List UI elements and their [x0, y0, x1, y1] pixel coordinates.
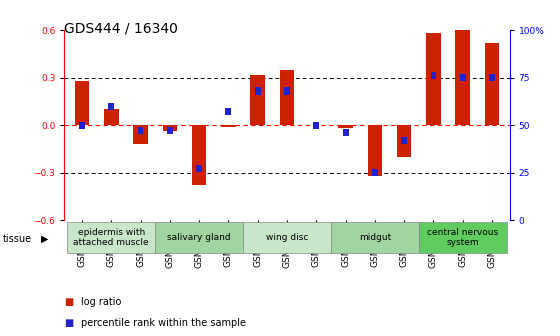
Bar: [401, 137, 407, 144]
Bar: [243, 222, 331, 253]
Text: GDS444 / 16340: GDS444 / 16340: [64, 22, 178, 36]
Bar: [108, 102, 114, 110]
Text: salivary gland: salivary gland: [167, 233, 231, 242]
Bar: [426, 33, 441, 125]
Bar: [104, 109, 119, 125]
Text: tissue: tissue: [3, 234, 32, 244]
Bar: [372, 169, 378, 176]
Text: percentile rank within the sample: percentile rank within the sample: [81, 318, 246, 328]
Bar: [367, 125, 382, 176]
Text: ■: ■: [64, 318, 74, 328]
Text: central nervous
system: central nervous system: [427, 228, 498, 247]
Bar: [331, 222, 419, 253]
Bar: [221, 125, 236, 127]
Bar: [279, 70, 295, 125]
Bar: [167, 127, 173, 134]
Bar: [284, 87, 290, 94]
Bar: [397, 125, 412, 157]
Text: log ratio: log ratio: [81, 297, 122, 307]
Bar: [133, 125, 148, 144]
Text: ■: ■: [64, 297, 74, 307]
Bar: [255, 87, 260, 94]
Bar: [455, 30, 470, 125]
Bar: [250, 75, 265, 125]
Text: midgut: midgut: [359, 233, 391, 242]
Bar: [431, 72, 436, 79]
Bar: [192, 125, 207, 185]
Bar: [196, 165, 202, 172]
Bar: [79, 122, 85, 129]
Bar: [419, 222, 507, 253]
Bar: [485, 43, 500, 125]
Bar: [460, 74, 466, 81]
Bar: [226, 108, 231, 116]
Bar: [155, 222, 243, 253]
Bar: [74, 81, 89, 125]
Bar: [162, 125, 177, 131]
Bar: [343, 129, 348, 136]
Text: ▶: ▶: [41, 234, 48, 244]
Bar: [314, 122, 319, 129]
Bar: [338, 125, 353, 128]
Text: wing disc: wing disc: [266, 233, 308, 242]
Bar: [138, 127, 143, 134]
Bar: [489, 74, 495, 81]
Text: epidermis with
attached muscle: epidermis with attached muscle: [73, 228, 149, 247]
Bar: [67, 222, 155, 253]
